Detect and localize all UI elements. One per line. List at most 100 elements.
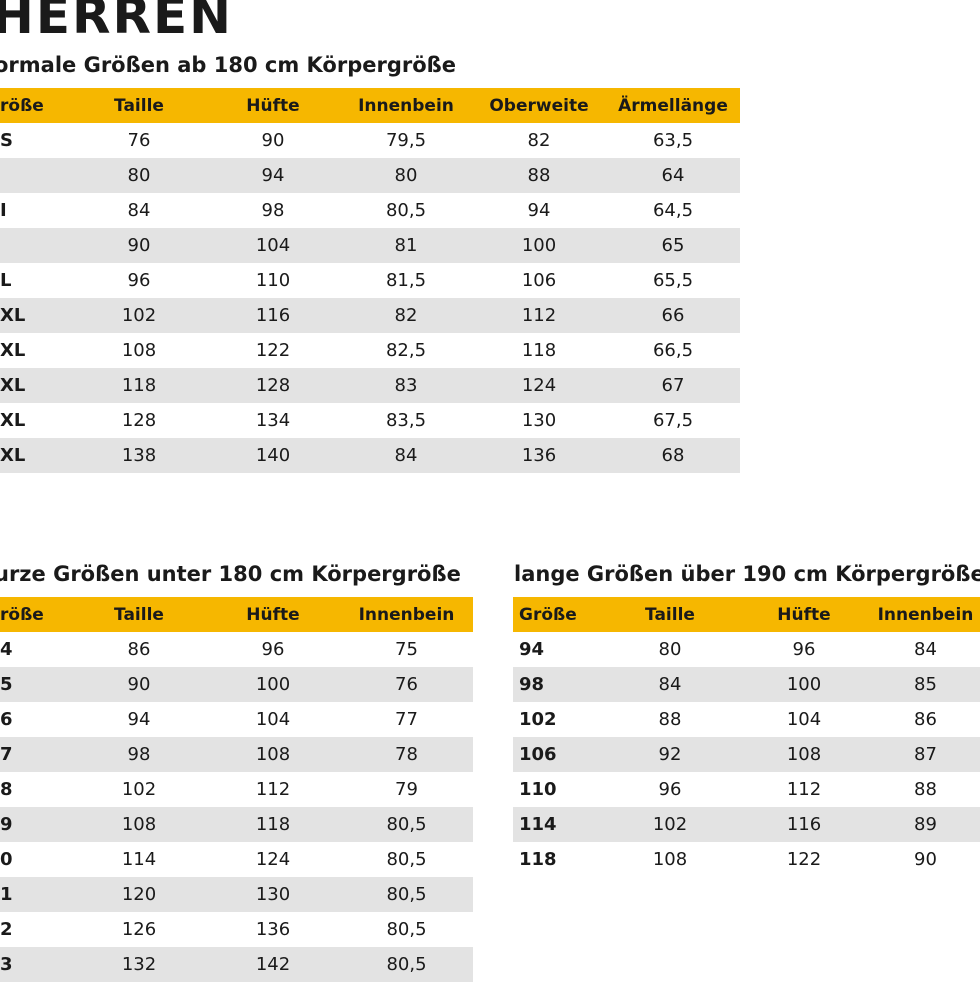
table-row: 114 102 116 89 [513,807,980,842]
measurement-cell: 136 [472,438,606,473]
long-sizes-title: lange Größen über 190 cm Körpergröße [514,562,980,586]
size-cell: XL [0,438,72,473]
normal-sizes-title: ormale Größen ab 180 cm Körpergröße [0,53,456,77]
measurement-cell: 77 [340,702,473,737]
column-header: Hüfte [737,597,871,632]
table-row: XL 118 128 83 124 67 [0,368,740,403]
measurement-cell: 83 [340,368,472,403]
measurement-cell: 134 [206,403,340,438]
measurement-cell: 116 [206,298,340,333]
measurement-cell: 80,5 [340,807,473,842]
measurement-cell: 122 [206,333,340,368]
measurement-cell: 128 [206,368,340,403]
measurement-cell: 100 [206,667,340,702]
measurement-cell: 112 [737,772,871,807]
measurement-cell: 96 [603,772,737,807]
table-row: 110 96 112 88 [513,772,980,807]
column-header: Größe [513,597,603,632]
measurement-cell: 80,5 [340,193,472,228]
table-row: 1 120 130 80,5 [0,877,473,912]
measurement-cell: 64,5 [606,193,740,228]
table-header-row: Größe Taille Hüfte Innenbein [513,597,980,632]
measurement-cell: 87 [871,737,980,772]
size-cell: 4 [0,632,72,667]
measurement-cell: 88 [871,772,980,807]
measurement-cell: 118 [472,333,606,368]
measurement-cell: 112 [472,298,606,333]
measurement-cell: 136 [206,912,340,947]
measurement-cell: 108 [737,737,871,772]
measurement-cell: 80 [72,158,206,193]
measurement-cell: 112 [206,772,340,807]
table-header-row: röße Taille Hüfte Innenbein [0,597,473,632]
table-row: XL 128 134 83,5 130 67,5 [0,403,740,438]
measurement-cell: 90 [871,842,980,877]
measurement-cell: 76 [340,667,473,702]
measurement-cell: 102 [72,772,206,807]
measurement-cell: 90 [72,228,206,263]
measurement-cell: 82 [340,298,472,333]
measurement-cell: 118 [72,368,206,403]
measurement-cell: 90 [72,667,206,702]
measurement-cell: 76 [72,123,206,158]
size-cell: 2 [0,912,72,947]
measurement-cell: 85 [871,667,980,702]
size-cell [0,158,72,193]
size-cell: L [0,263,72,298]
size-cell: 8 [0,772,72,807]
measurement-cell: 92 [603,737,737,772]
measurement-cell: 98 [206,193,340,228]
table-row: 118 108 122 90 [513,842,980,877]
column-header: Taille [603,597,737,632]
table-row: 94 80 96 84 [513,632,980,667]
measurement-cell: 83,5 [340,403,472,438]
measurement-cell: 94 [472,193,606,228]
measurement-cell: 84 [871,632,980,667]
measurement-cell: 96 [72,263,206,298]
measurement-cell: 90 [206,123,340,158]
measurement-cell: 80 [603,632,737,667]
measurement-cell: 79 [340,772,473,807]
size-cell: XL [0,333,72,368]
column-header: Taille [72,597,206,632]
measurement-cell: 122 [737,842,871,877]
column-header: Innenbein [340,597,473,632]
table-row: 102 88 104 86 [513,702,980,737]
measurement-cell: 66 [606,298,740,333]
column-header: röße [0,597,72,632]
size-cell: 7 [0,737,72,772]
measurement-cell: 102 [603,807,737,842]
measurement-cell: 138 [72,438,206,473]
table-row: 3 132 142 80,5 [0,947,473,982]
measurement-cell: 120 [72,877,206,912]
measurement-cell: 108 [206,737,340,772]
column-header: Ärmellänge [606,88,740,123]
measurement-cell: 102 [72,298,206,333]
measurement-cell: 118 [206,807,340,842]
measurement-cell: 106 [472,263,606,298]
measurement-cell: 140 [206,438,340,473]
size-cell: 3 [0,947,72,982]
table-row: 2 126 136 80,5 [0,912,473,947]
measurement-cell: 88 [472,158,606,193]
long-sizes-table: Größe Taille Hüfte Innenbein 94 80 96 84 98 84 10… [513,597,980,877]
column-header: Innenbein [340,88,472,123]
measurement-cell: 80,5 [340,842,473,877]
size-cell: 5 [0,667,72,702]
measurement-cell: 64 [606,158,740,193]
measurement-cell: 84 [340,438,472,473]
size-cell: XL [0,368,72,403]
table-row: 5 90 100 76 [0,667,473,702]
measurement-cell: 114 [72,842,206,877]
size-cell: S [0,123,72,158]
measurement-cell: 68 [606,438,740,473]
table-row: 106 92 108 87 [513,737,980,772]
table-row: 6 94 104 77 [0,702,473,737]
measurement-cell: 65,5 [606,263,740,298]
table-row: XL 138 140 84 136 68 [0,438,740,473]
measurement-cell: 126 [72,912,206,947]
measurement-cell: 66,5 [606,333,740,368]
measurement-cell: 124 [206,842,340,877]
measurement-cell: 104 [206,702,340,737]
measurement-cell: 88 [603,702,737,737]
